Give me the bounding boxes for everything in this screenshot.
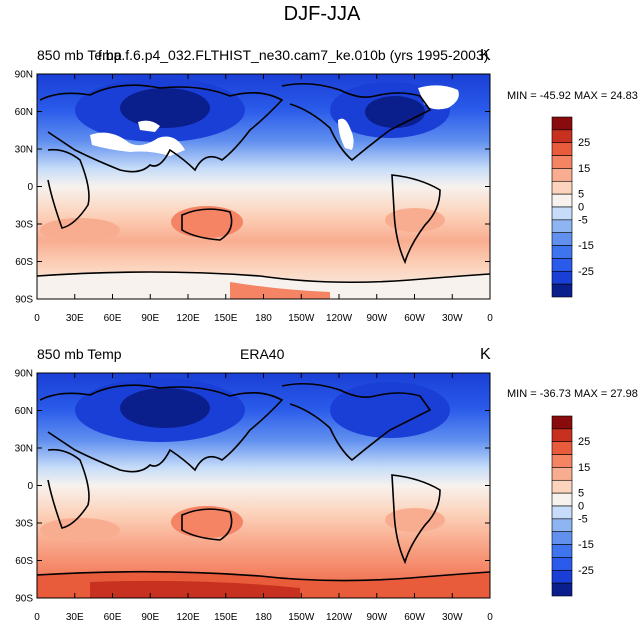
panel1-colorbar-label: -5 [578, 214, 588, 226]
panel2-left-label: 850 mb Temp [37, 346, 122, 362]
panel2-colorbar-box [551, 454, 573, 468]
panel2-colorbar-box [551, 531, 573, 545]
panel2-colorbar-box [551, 415, 573, 430]
panel2-colorbar-box [551, 518, 573, 533]
panel2-colorbar-label: -5 [578, 513, 588, 525]
panel1-center-label: f.ba.f.6.p4_032.FLTHIST_ne30.cam7_ke.010… [98, 47, 489, 63]
panel1-colorbar-box [551, 245, 573, 259]
panel1-colorbar-box [551, 283, 573, 298]
panel1-colorbar-box [551, 232, 573, 246]
panel2-colorbar-label: 25 [578, 436, 590, 448]
panel1-lon-label: 90E [141, 313, 159, 324]
panel1-colorbar-box [551, 219, 573, 234]
panel2-lon-label: 60E [104, 612, 122, 623]
panel1-colorbar-box [551, 116, 573, 131]
panel1-lon-label: 120W [326, 313, 353, 324]
panel1-colorbar-label: 5 [578, 189, 584, 201]
panel2-colorbar-box [551, 479, 573, 494]
panel2-colorbar-label: 5 [578, 488, 584, 500]
panel2-coastlines [37, 382, 490, 582]
panel2-lon-label: 60W [404, 612, 425, 623]
panel1-lat-label: 30N [15, 145, 33, 156]
panel1-colorbar-box [551, 142, 573, 156]
panel1-colorbar-label: -15 [578, 240, 594, 252]
panel2-lon-label: 150W [288, 612, 315, 623]
panel2-colorbar-label: -25 [578, 565, 594, 577]
panel2-colorbar-box [551, 582, 573, 597]
figure-title: DJF-JJA [283, 3, 361, 25]
panel2-units-label: K [480, 346, 491, 363]
panel2-colorbar-label: 0 [578, 501, 584, 513]
panel1-lon-label: 120E [176, 313, 200, 324]
panel2-colorbar-box [551, 557, 573, 571]
panel2-lon-label: 120W [326, 612, 353, 623]
panel1-lat-label: 90N [15, 70, 33, 81]
panel1-left-label: 850 mb Temp [37, 47, 122, 63]
panel1-lon-label: 150E [214, 313, 238, 324]
panel2-colorbar-box [551, 505, 573, 520]
panel1-stats: MIN = -45.92 MAX = 24.83 [507, 90, 638, 102]
panel2-colorbar-box [551, 569, 573, 584]
panel2-stats: MIN = -36.73 MAX = 27.98 [507, 388, 638, 400]
panel1-colorbar-box [551, 193, 573, 208]
panel1-lon-label: 150W [288, 313, 315, 324]
panel1-lat-label: 90S [15, 295, 33, 306]
panel2-lon-label: 120E [176, 612, 200, 623]
panel1-colorbar-label: 25 [578, 137, 590, 149]
panel1-colorbar-box [551, 206, 573, 221]
panel2-lon-label: 0 [487, 612, 493, 623]
panel2-lat-label: 30S [15, 519, 33, 530]
panel2-map [37, 373, 490, 598]
panel2-lon-label: 0 [34, 612, 40, 623]
panel1-lon-label: 180 [255, 313, 272, 324]
panel1-colorbar-box [551, 180, 573, 195]
panel1-colorbar-box [551, 155, 573, 169]
panel2-lon-label: 30E [66, 612, 84, 623]
panel1-lat-label: 30S [15, 220, 33, 231]
panel2-lon-label: 90E [141, 612, 159, 623]
panel2-lat-label: 0 [27, 481, 33, 492]
panel2-colorbar-box [551, 428, 573, 443]
panel2-colorbar-box [551, 492, 573, 507]
panel1-coastlines [37, 82, 490, 284]
panel2-lat-label: 90N [15, 369, 33, 380]
panel1-map [37, 74, 490, 299]
panel1-colorbar-box [551, 258, 573, 272]
panel2-lat-label: 90S [15, 594, 33, 605]
panel1-lat-label: 60N [15, 107, 33, 118]
panel2-colorbar-box [551, 441, 573, 455]
panel1-colorbar-box [551, 270, 573, 285]
panel1-colorbar-label: -25 [578, 266, 594, 278]
panel2-lon-label: 90W [366, 612, 387, 623]
panel1-lat-label: 60S [15, 257, 33, 268]
panel1-lon-label: 0 [34, 313, 40, 324]
panel1-lon-label: 60E [104, 313, 122, 324]
panel1-lon-label: 30E [66, 313, 84, 324]
panel2-lon-label: 180 [255, 612, 272, 623]
panel2-colorbar-label: -15 [578, 539, 594, 551]
panel1-colorbar-label: 0 [578, 202, 584, 214]
panel1-lon-label: 60W [404, 313, 425, 324]
panel2-lat-label: 60N [15, 406, 33, 417]
panel1-lon-label: 30W [442, 313, 463, 324]
panel2-lat-label: 30N [15, 444, 33, 455]
panel2-lon-label: 30W [442, 612, 463, 623]
panel1-lon-label: 90W [366, 313, 387, 324]
panel2-lat-label: 60S [15, 556, 33, 567]
panel1-colorbar-box [551, 129, 573, 144]
panel2-colorbar-box [551, 544, 573, 558]
panel1-colorbar-box [551, 168, 573, 182]
panel1-lat-label: 0 [27, 182, 33, 193]
panel2-colorbar-box [551, 467, 573, 481]
panel2-center-label: ERA40 [240, 346, 285, 362]
panel2-lon-label: 150E [214, 612, 238, 623]
panel1-lon-label: 0 [487, 313, 493, 324]
panel2-colorbar-label: 15 [578, 462, 590, 474]
panel1-colorbar-label: 15 [578, 163, 590, 175]
panel1-units-label: K [480, 47, 491, 64]
